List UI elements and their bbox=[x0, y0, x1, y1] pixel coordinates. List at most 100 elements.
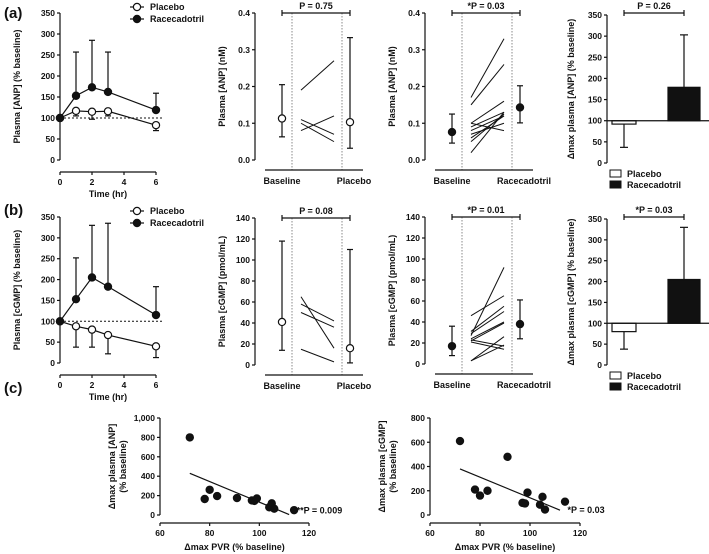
y-tick-label: 120 bbox=[406, 233, 420, 243]
scatter-point bbox=[520, 499, 530, 508]
y-tick-label: 0.3 bbox=[408, 45, 420, 55]
paired-line bbox=[300, 60, 335, 91]
legend-label: Racecadotril bbox=[150, 14, 204, 24]
data-point-racecadotril bbox=[103, 282, 113, 291]
scatter-point bbox=[503, 452, 512, 461]
data-point-racecadotril bbox=[151, 105, 161, 115]
p-value-annotation: P = 0.26 bbox=[637, 1, 671, 11]
y-tick-label: 350 bbox=[41, 8, 55, 18]
paired-line bbox=[300, 348, 335, 363]
data-point-placebo bbox=[151, 120, 161, 130]
x-axis-label: Time (hr) bbox=[89, 392, 127, 402]
chart-b2: 0 20 40 60 80 100 120 140 Plasma [cGMP] (pmol/mL… bbox=[217, 206, 372, 391]
p-value-annotation: P = 0.75 bbox=[299, 1, 333, 11]
mean-point bbox=[277, 114, 287, 123]
y-tick-label: 0 bbox=[597, 360, 602, 370]
y-tick-label: 400 bbox=[141, 471, 155, 481]
y-tick-label: 0 bbox=[150, 510, 155, 520]
y-tick-label: 60 bbox=[241, 297, 251, 307]
y-tick-label: 100 bbox=[588, 116, 602, 126]
data-point-racecadotril bbox=[55, 317, 65, 326]
scatter-point bbox=[252, 494, 262, 503]
data-point-racecadotril bbox=[87, 83, 97, 92]
y-tick-label: 300 bbox=[588, 31, 602, 41]
x-tick-label: 2 bbox=[90, 380, 95, 390]
y-tick-label: 140 bbox=[406, 212, 420, 222]
scatter-point bbox=[270, 504, 279, 513]
paired-line bbox=[470, 111, 505, 153]
legend-swatch bbox=[609, 169, 622, 178]
y-axis-label-text: Plasma [ANP] (nM) bbox=[217, 46, 227, 127]
paired-line bbox=[470, 38, 505, 98]
panel-label-c: (c) bbox=[4, 380, 22, 397]
scatter-point bbox=[455, 436, 465, 446]
x-category-label: Racecadotril bbox=[497, 380, 551, 390]
y-tick-label: 0.3 bbox=[238, 45, 250, 55]
p-value-annotation: **P = 0.009 bbox=[297, 506, 343, 516]
legend-label: Placebo bbox=[150, 206, 185, 216]
x-axis-label: Δmax PVR (% baseline) bbox=[184, 542, 285, 552]
paired-line bbox=[470, 339, 505, 347]
y-tick-label: 1,000 bbox=[134, 413, 156, 423]
y-tick-label: 150 bbox=[588, 297, 602, 307]
scatter-point bbox=[535, 500, 545, 509]
p-value-annotation: P = 0.08 bbox=[299, 206, 333, 216]
chart-a4: 0 50 100 150 200 250 300 350 Δmax plasma [ANP] (… bbox=[566, 1, 709, 190]
y-tick-label: 200 bbox=[41, 71, 55, 81]
y-tick-label: 0.4 bbox=[408, 8, 420, 18]
y-axis-label-text: Δmax plasma [ANP] bbox=[107, 424, 117, 510]
x-tick-label: 80 bbox=[475, 528, 485, 538]
chart-b4: 0 50 100 150 200 250 300 350 Δmax plasma [cGMP] … bbox=[566, 205, 709, 392]
x-tick-label: 100 bbox=[523, 528, 537, 538]
y-tick-label: 50 bbox=[46, 337, 56, 347]
y-axis-label-text: Δmax plasma [cGMP] bbox=[377, 420, 387, 512]
scatter-point bbox=[540, 505, 550, 514]
data-point-racecadotril bbox=[55, 113, 65, 123]
x-category-label: Baseline bbox=[433, 380, 470, 390]
paired-line bbox=[470, 311, 505, 334]
legend-swatch bbox=[609, 382, 622, 391]
y-axis-label-text: (% baseline) bbox=[118, 440, 128, 493]
x-axis-label: Time (hr) bbox=[89, 189, 127, 199]
paired-line bbox=[470, 295, 505, 317]
scatter-point bbox=[232, 493, 242, 503]
y-axis-label-text: Plasma [cGMP] (pmol/mL) bbox=[217, 236, 227, 348]
y-tick-label: 0 bbox=[245, 360, 250, 370]
y-tick-label: 0 bbox=[50, 358, 55, 368]
y-tick-label: 0.0 bbox=[238, 155, 250, 165]
y-tick-label: 0.4 bbox=[238, 8, 250, 18]
legend-marker bbox=[132, 218, 142, 228]
y-axis-label: Plasma [cGMP] (pmol/mL) bbox=[387, 235, 397, 347]
chart-b1: 0 50 100 150 200 250 300 350 Plasma [cGMP] (% ba… bbox=[12, 206, 204, 402]
x-category-label: Placebo bbox=[337, 176, 372, 186]
x-tick-label: 60 bbox=[155, 528, 165, 538]
y-tick-label: 140 bbox=[236, 213, 250, 223]
y-tick-label: 150 bbox=[41, 92, 55, 102]
mean-point bbox=[515, 103, 525, 112]
y-tick-label: 150 bbox=[588, 95, 602, 105]
y-axis-label: Plasma [ANP] (nM) bbox=[387, 46, 397, 127]
data-point-placebo bbox=[103, 330, 113, 340]
paired-line bbox=[300, 119, 335, 135]
legend-marker bbox=[132, 2, 142, 12]
y-tick-label: 200 bbox=[588, 73, 602, 83]
x-tick-label: 120 bbox=[573, 528, 587, 538]
y-tick-label: 300 bbox=[41, 233, 55, 243]
paired-line bbox=[470, 100, 505, 124]
x-tick-label: 6 bbox=[154, 380, 159, 390]
chart-a3: 0.0 0.1 0.2 0.3 0.4 Plasma [ANP] (nM) Baseline… bbox=[387, 1, 551, 186]
x-tick-label: 0 bbox=[58, 177, 63, 187]
paired-line bbox=[300, 303, 335, 322]
paired-line bbox=[470, 321, 505, 340]
scatter-point bbox=[538, 492, 547, 502]
bar-racecadotril bbox=[667, 86, 701, 122]
y-tick-label: 0 bbox=[420, 510, 425, 520]
scatter-point bbox=[475, 491, 485, 500]
x-tick-label: 80 bbox=[205, 528, 215, 538]
data-point-racecadotril bbox=[71, 294, 81, 304]
y-axis-label: Δmax plasma [ANP] (% baseline) bbox=[107, 424, 128, 510]
y-axis-label: Plasma [cGMP] (% baseline) bbox=[12, 230, 22, 351]
y-tick-label: 150 bbox=[41, 295, 55, 305]
y-tick-label: 200 bbox=[411, 486, 425, 496]
